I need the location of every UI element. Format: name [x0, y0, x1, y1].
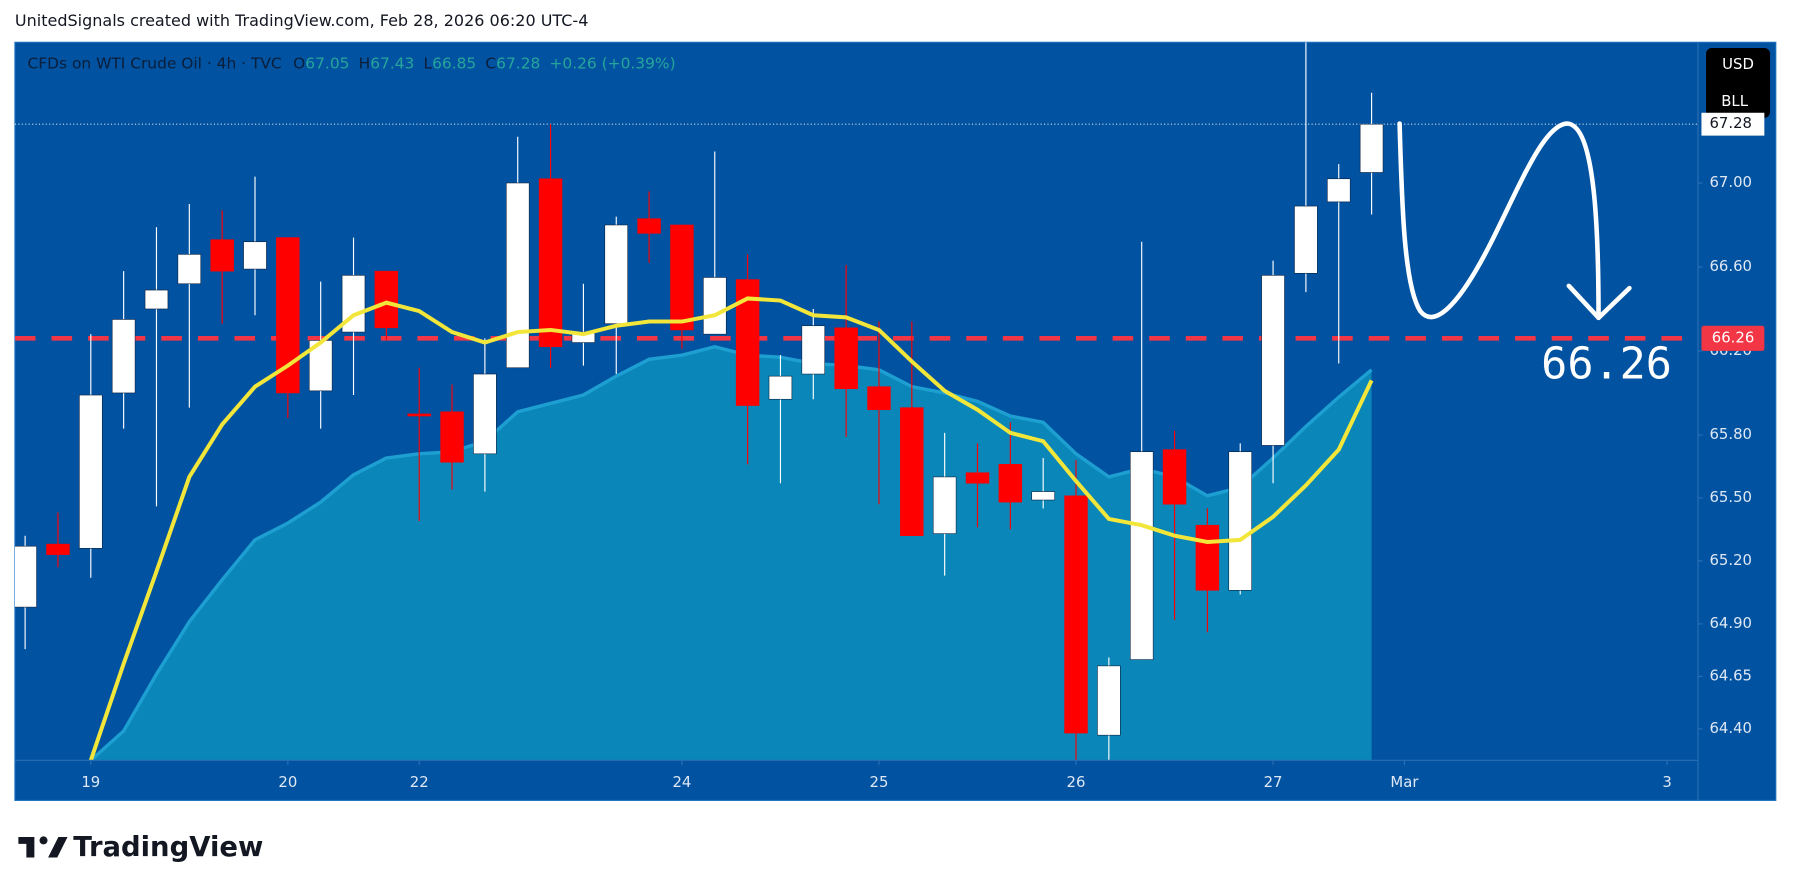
y-tick-label: 66.60 — [1709, 257, 1752, 275]
legend: CFDs on WTI Crude Oil · 4h · TVC O 67.05 H… — [28, 55, 676, 73]
x-tick-label: 24 — [672, 773, 691, 791]
x-tick-label: 3 — [1662, 773, 1671, 791]
candle-body — [1294, 205, 1318, 274]
candle-body — [1064, 495, 1088, 734]
candle-body — [998, 464, 1023, 503]
target-annotation: 66.26 — [1541, 340, 1672, 390]
x-tick-label: 19 — [81, 773, 100, 791]
candle-body — [801, 325, 826, 375]
candle-body — [604, 224, 628, 324]
candle-body — [111, 319, 136, 394]
arrow-head — [1566, 283, 1632, 321]
ohlc-value: 67.28 — [496, 55, 540, 73]
price-label: 67.28 — [1709, 114, 1752, 132]
area-line — [89, 344, 1373, 761]
y-tick-label: 64.40 — [1709, 719, 1752, 737]
candle-body — [276, 237, 300, 394]
logo-slash — [48, 836, 68, 858]
candle-body — [670, 224, 694, 331]
hline-label: 66.26 — [1712, 328, 1755, 346]
candle-body — [965, 472, 990, 484]
logo-dot — [39, 836, 48, 845]
price-label-box — [1701, 112, 1765, 136]
ohlc-key: H — [359, 55, 371, 73]
candle-body — [473, 373, 497, 455]
candle-body — [1162, 449, 1187, 505]
ohlc-key: O — [293, 55, 305, 73]
candle-body — [538, 178, 563, 348]
y-tick-label: 65.80 — [1709, 425, 1752, 443]
candle-body — [867, 386, 891, 411]
symbol: CFDs on WTI Crude Oil · 4h · TVC — [28, 55, 282, 73]
candle-body — [210, 239, 234, 272]
candle-body — [1228, 451, 1252, 591]
ohlc-value: 67.43 — [370, 55, 414, 73]
candle-body — [1097, 665, 1121, 736]
candle-body — [1129, 451, 1154, 660]
change: +0.26 (+0.39%) — [549, 55, 675, 73]
candle-body — [243, 241, 267, 270]
y-tick-label: 67.00 — [1709, 173, 1752, 191]
y-tick-label: 65.50 — [1709, 488, 1752, 506]
candle-body — [1359, 123, 1384, 173]
candle-body — [506, 182, 530, 369]
unit: BLL — [1721, 92, 1748, 110]
candle-body — [14, 545, 37, 608]
logo-mark — [18, 836, 35, 858]
currency-box — [1706, 48, 1771, 118]
candle-body — [900, 407, 924, 536]
currency: USD — [1722, 55, 1754, 73]
x-tick-label: Mar — [1390, 773, 1419, 791]
x-tick-label: 22 — [410, 773, 429, 791]
y-tick-label: 64.65 — [1709, 666, 1752, 684]
ohlc-value: 67.05 — [305, 55, 349, 73]
hline-label-box — [1701, 325, 1765, 351]
x-tick-label: 26 — [1067, 773, 1086, 791]
candle-body — [374, 270, 399, 329]
drawn-arrow — [1397, 121, 1601, 321]
candle-body — [703, 277, 727, 335]
candle-body — [571, 331, 596, 343]
plot-area — [14, 42, 1699, 761]
y-tick-label: 64.90 — [1709, 614, 1752, 632]
ohlc-key: C — [485, 55, 496, 73]
candle-body — [144, 289, 169, 310]
candle-body — [79, 394, 103, 549]
candle-body — [407, 413, 431, 417]
candle-body — [768, 375, 793, 400]
x-tick-label: 25 — [870, 773, 889, 791]
candle-body — [46, 543, 70, 555]
candle-body — [177, 254, 202, 285]
candle-body — [834, 327, 858, 390]
candle-body — [932, 476, 957, 534]
tradingview-logo: TradingView — [18, 832, 263, 863]
candle-body — [440, 411, 464, 463]
header-text: UnitedSignals created with TradingView.c… — [15, 11, 588, 30]
ma-line — [88, 296, 1374, 761]
candle-body — [637, 218, 661, 234]
candle-body — [1195, 524, 1220, 591]
ohlc-key: L — [424, 55, 433, 73]
y-tick-label: 65.20 — [1709, 551, 1752, 569]
brand: TradingView — [73, 832, 263, 863]
ohlc-value: 66.85 — [432, 55, 476, 73]
x-tick-label: 27 — [1264, 773, 1283, 791]
candle-body — [1261, 275, 1285, 446]
x-tick-label: 20 — [278, 773, 297, 791]
candle-body — [1327, 178, 1351, 203]
candle-body — [735, 279, 760, 406]
candle-body — [1031, 491, 1055, 501]
